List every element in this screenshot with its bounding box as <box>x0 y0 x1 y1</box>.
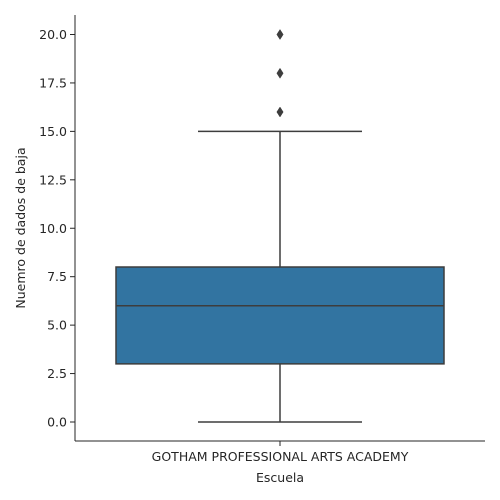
outlier-point <box>276 106 284 118</box>
x-axis-label: Escuela <box>256 470 304 485</box>
y-tick-label: 0.0 <box>47 415 67 430</box>
y-tick-label: 7.5 <box>47 269 67 284</box>
y-tick-label: 10.0 <box>39 221 67 236</box>
outlier-point <box>276 29 284 40</box>
y-tick-label: 17.5 <box>39 75 67 90</box>
plot-area <box>115 29 445 423</box>
x-axis: GOTHAM PROFESSIONAL ARTS ACADEMY <box>75 440 485 464</box>
iqr-box <box>115 266 445 365</box>
y-axis: 0.0 2.5 5.0 7.5 10.0 12.5 15.0 17.5 20.0 <box>39 15 76 441</box>
y-axis-label: Nuemro de dados de baja <box>13 147 28 308</box>
y-tick-label: 12.5 <box>39 172 67 187</box>
y-tick-label: 15.0 <box>39 124 67 139</box>
y-tick-label: 5.0 <box>47 318 67 333</box>
outlier-point <box>276 67 284 79</box>
y-tick-label: 20.0 <box>39 27 67 42</box>
x-tick-label: GOTHAM PROFESSIONAL ARTS ACADEMY <box>152 449 409 464</box>
y-tick-label: 2.5 <box>47 366 67 381</box>
